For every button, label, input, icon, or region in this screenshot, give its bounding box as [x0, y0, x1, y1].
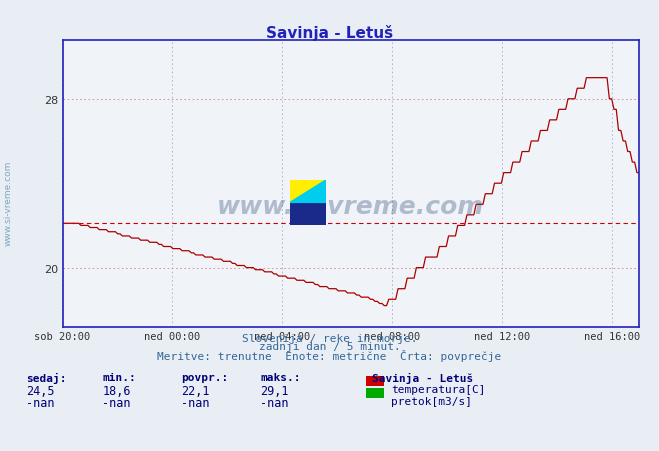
- Text: -nan: -nan: [102, 396, 130, 409]
- Polygon shape: [290, 203, 326, 226]
- Text: 29,1: 29,1: [260, 384, 289, 397]
- Text: Savinja - Letuš: Savinja - Letuš: [266, 25, 393, 41]
- Text: Meritve: trenutne  Enote: metrične  Črta: povprečje: Meritve: trenutne Enote: metrične Črta: …: [158, 349, 501, 361]
- Text: zadnji dan / 5 minut.: zadnji dan / 5 minut.: [258, 341, 401, 351]
- Text: temperatura[C]: temperatura[C]: [391, 384, 485, 394]
- Text: -nan: -nan: [26, 396, 55, 409]
- Text: Savinja - Letuš: Savinja - Letuš: [372, 372, 474, 383]
- Text: 24,5: 24,5: [26, 384, 55, 397]
- Text: www.si-vreme.com: www.si-vreme.com: [217, 195, 484, 219]
- Text: min.:: min.:: [102, 372, 136, 382]
- Text: www.si-vreme.com: www.si-vreme.com: [3, 161, 13, 245]
- Polygon shape: [290, 180, 326, 203]
- Text: 22,1: 22,1: [181, 384, 210, 397]
- Text: Slovenija / reke in morje.: Slovenija / reke in morje.: [242, 333, 417, 343]
- Text: sedaj:: sedaj:: [26, 372, 67, 383]
- Polygon shape: [290, 180, 326, 203]
- Text: -nan: -nan: [181, 396, 210, 409]
- Text: povpr.:: povpr.:: [181, 372, 229, 382]
- Text: 18,6: 18,6: [102, 384, 130, 397]
- Text: maks.:: maks.:: [260, 372, 301, 382]
- Text: pretok[m3/s]: pretok[m3/s]: [391, 396, 472, 406]
- Text: -nan: -nan: [260, 396, 289, 409]
